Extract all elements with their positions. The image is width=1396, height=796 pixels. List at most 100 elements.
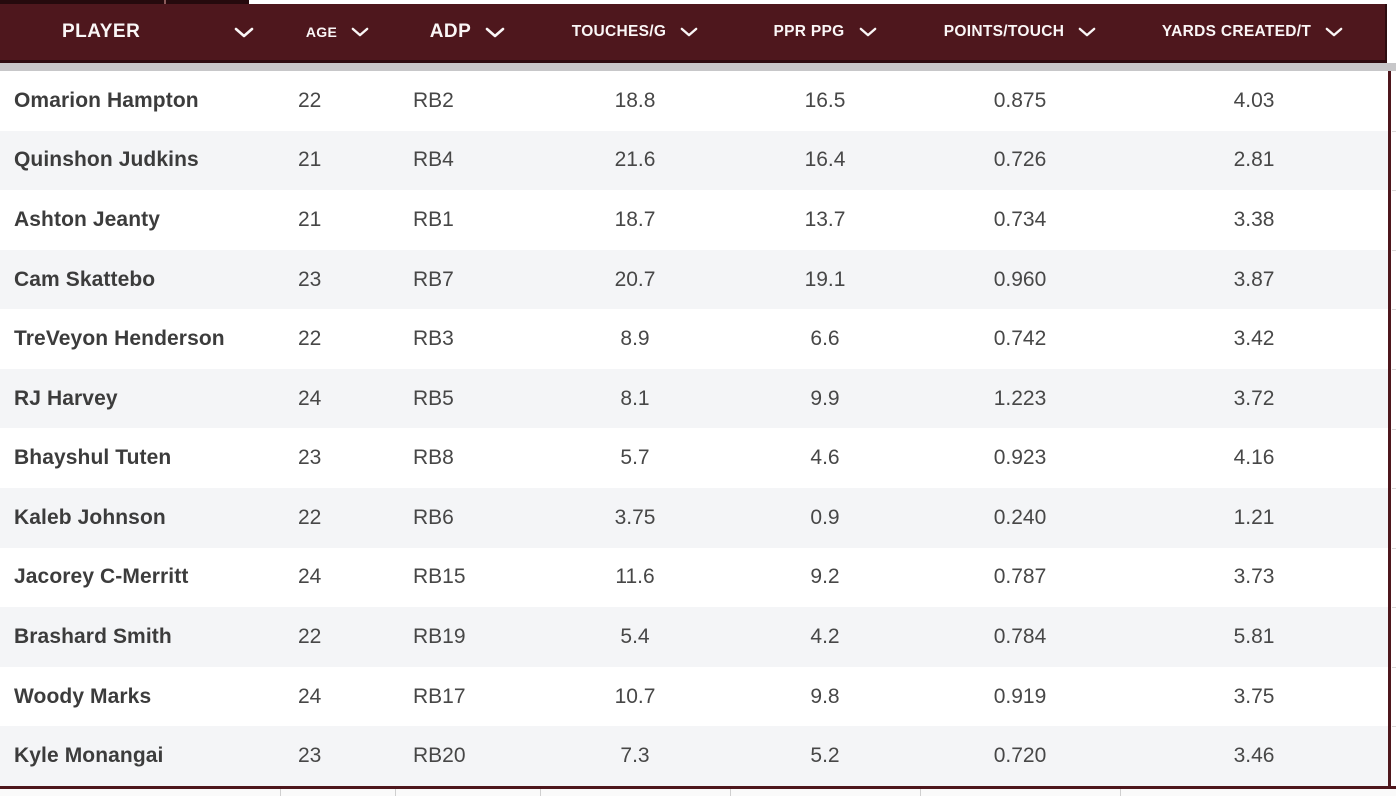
cell-age: 22: [298, 327, 322, 351]
chevron-down-icon[interactable]: [351, 27, 369, 37]
cell-points-touch: 0.742: [993, 327, 1047, 351]
cell-yards-created-t: 3.38: [1233, 207, 1275, 231]
cell-age: 22: [298, 88, 322, 112]
cell-player: Brashard Smith: [14, 624, 172, 648]
cell-touches-g: 5.4: [620, 624, 650, 648]
chevron-down-icon[interactable]: [234, 27, 254, 38]
column-divider: [1120, 789, 1121, 796]
cell-points-touch: 0.240: [993, 505, 1047, 529]
cell-player: Cam Skattebo: [14, 267, 156, 291]
chevron-down-icon[interactable]: [485, 27, 505, 38]
cell-touches-g: 3.75: [614, 505, 656, 529]
cell-adp: RB8: [413, 446, 454, 470]
top-tab-divider: [164, 0, 166, 4]
column-divider: [280, 789, 281, 796]
cell-yards-created-t: 1.21: [1233, 505, 1275, 529]
cell-yards-created-t: 5.81: [1233, 624, 1275, 648]
cell-touches-g: 7.3: [620, 744, 650, 768]
cell-player: Omarion Hampton: [14, 88, 199, 112]
table-row: Kaleb Johnson 22 RB6 3.75 0.9 0.240 1.21: [0, 488, 1388, 548]
column-header-player-label: PLAYER: [62, 21, 141, 42]
cell-player: Bhayshul Tuten: [14, 446, 172, 470]
row-divider-stub: [1392, 607, 1396, 608]
cell-yards-created-t: 3.75: [1233, 684, 1275, 708]
cell-ppr-ppg: 6.6: [810, 327, 840, 351]
cell-yards-created-t: 3.42: [1233, 327, 1275, 351]
chevron-down-icon[interactable]: [859, 27, 877, 37]
column-header-adp-label: ADP: [429, 21, 472, 42]
row-divider-stub: [1392, 429, 1396, 430]
column-header-ppr-ppg-label: PPR PPG: [773, 23, 845, 40]
cell-points-touch: 0.919: [993, 684, 1047, 708]
cell-ppr-ppg: 19.1: [804, 267, 846, 291]
cell-ppr-ppg: 9.2: [810, 565, 840, 589]
cell-yards-created-t: 4.16: [1233, 446, 1275, 470]
cell-touches-g: 8.9: [620, 327, 650, 351]
cell-touches-g: 20.7: [614, 267, 656, 291]
cell-player: Ashton Jeanty: [14, 207, 160, 231]
cell-player: Quinshon Judkins: [14, 148, 199, 172]
cell-age: 22: [298, 505, 322, 529]
cell-points-touch: 0.726: [993, 148, 1047, 172]
table-row: Cam Skattebo 23 RB7 20.7 19.1 0.960 3.87: [0, 249, 1388, 310]
column-header-yards-created-t-label: YARDS CREATED/T: [1161, 23, 1312, 40]
top-tab-remnant-right: [166, 0, 249, 4]
cell-ppr-ppg: 9.9: [810, 386, 840, 410]
column-header-yards-created-t[interactable]: YARDS CREATED/T: [1120, 4, 1385, 60]
cell-yards-created-t: 3.73: [1233, 565, 1275, 589]
cell-ppr-ppg: 0.9: [810, 505, 840, 529]
table-header-row: PLAYER AGE ADP TOUCHES/G PPR PPG POINTS/…: [0, 4, 1387, 63]
cell-yards-created-t: 3.87: [1233, 267, 1275, 291]
column-divider: [920, 789, 921, 796]
cell-player: TreVeyon Henderson: [14, 327, 225, 351]
cell-yards-created-t: 2.81: [1233, 148, 1275, 172]
cell-age: 24: [298, 386, 322, 410]
cell-yards-created-t: 3.46: [1233, 744, 1275, 768]
row-divider-stub: [1392, 250, 1396, 251]
column-header-age-label: AGE: [305, 24, 338, 40]
table-bottom-border: [0, 786, 1396, 789]
cell-player: Jacorey C-Merritt: [14, 565, 189, 589]
column-divider: [540, 789, 541, 796]
chevron-down-icon[interactable]: [1078, 27, 1096, 37]
cell-yards-created-t: 4.03: [1233, 88, 1275, 112]
cell-age: 23: [298, 267, 322, 291]
cell-ppr-ppg: 5.2: [810, 744, 840, 768]
table-row: RJ Harvey 24 RB5 8.1 9.9 1.223 3.72: [0, 368, 1388, 429]
cell-player: Kyle Monangai: [14, 744, 164, 768]
cell-ppr-ppg: 9.8: [810, 684, 840, 708]
column-header-touches-g[interactable]: TOUCHES/G: [540, 4, 730, 60]
cell-adp: RB17: [413, 684, 466, 708]
column-header-points-touch[interactable]: POINTS/TOUCH: [920, 4, 1120, 60]
cell-age: 22: [298, 624, 322, 648]
table-row: Kyle Monangai 23 RB20 7.3 5.2 0.720 3.46: [0, 726, 1388, 786]
column-header-adp[interactable]: ADP: [395, 4, 540, 60]
cell-adp: RB6: [413, 505, 454, 529]
chevron-down-icon[interactable]: [680, 27, 698, 37]
cell-touches-g: 8.1: [620, 386, 650, 410]
column-header-player[interactable]: PLAYER: [0, 4, 280, 60]
cell-ppr-ppg: 4.6: [810, 446, 840, 470]
cell-adp: RB3: [413, 327, 454, 351]
cell-points-touch: 0.784: [993, 624, 1047, 648]
header-shadow-strip: [0, 63, 1396, 71]
table-row: Jacorey C-Merritt 24 RB15 11.6 9.2 0.787 3.73: [0, 547, 1388, 608]
cell-points-touch: 0.787: [993, 565, 1047, 589]
cell-age: 21: [298, 207, 322, 231]
chevron-down-icon[interactable]: [1325, 27, 1343, 37]
cell-points-touch: 0.720: [993, 744, 1047, 768]
table-row: Woody Marks 24 RB17 10.7 9.8 0.919 3.75: [0, 666, 1388, 727]
column-header-age[interactable]: AGE: [280, 4, 395, 60]
cell-touches-g: 18.7: [614, 207, 656, 231]
cell-age: 21: [298, 148, 322, 172]
column-header-ppr-ppg[interactable]: PPR PPG: [730, 4, 920, 60]
table-body: Omarion Hampton 22 RB2 18.8 16.5 0.875 4.03 Qui…: [0, 71, 1388, 786]
cell-adp: RB7: [413, 267, 454, 291]
cell-ppr-ppg: 4.2: [810, 624, 840, 648]
cell-adp: RB15: [413, 565, 466, 589]
cell-adp: RB5: [413, 386, 454, 410]
column-header-touches-g-label: TOUCHES/G: [571, 23, 667, 40]
table-row: Omarion Hampton 22 RB2 18.8 16.5 0.875 4.03: [0, 71, 1388, 131]
cell-touches-g: 11.6: [615, 565, 655, 589]
cell-age: 24: [298, 684, 322, 708]
